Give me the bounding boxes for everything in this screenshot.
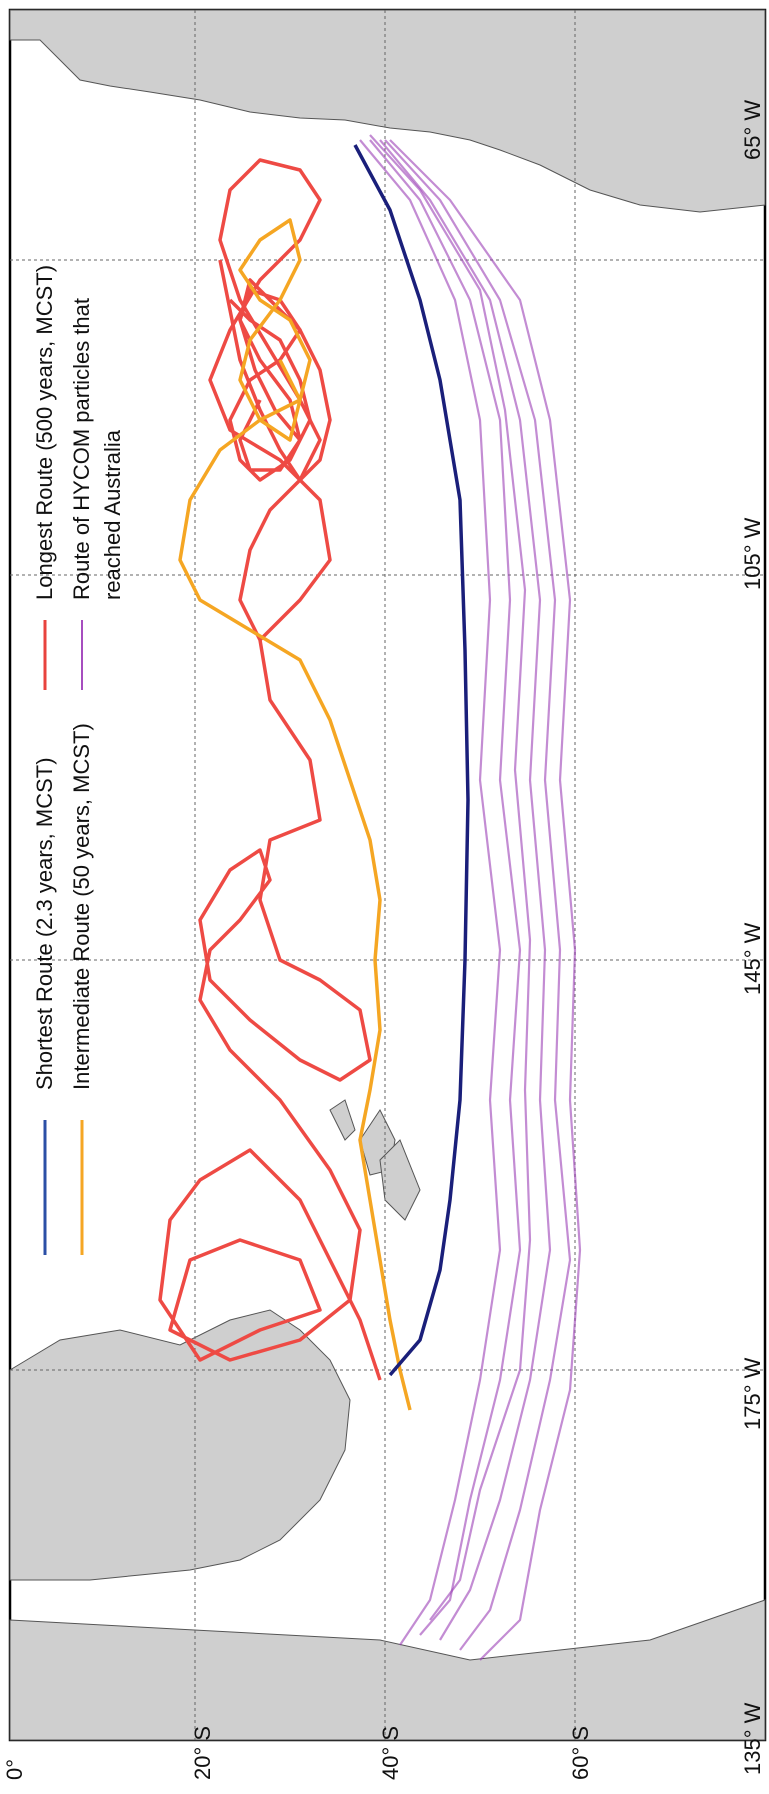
- graticule: [10, 10, 765, 1740]
- shortest-route: [353, 144, 470, 1377]
- legend-label-hycom: Route of HYCOM particles that: [69, 298, 94, 600]
- land-island-3: [329, 1099, 356, 1141]
- lat-label-0: 0°: [2, 1759, 27, 1780]
- lat-labels: 0° 20° S 40° S 60° S: [2, 1726, 593, 1780]
- land-new-zealand: [9, 1309, 351, 1581]
- land-americas: [9, 9, 766, 213]
- legend-label-longest: Longest Route (500 years, MCST): [32, 265, 57, 600]
- legend-label-hycom-cont: reached Australia: [100, 429, 125, 600]
- legend-label-shortest: Shortest Route (2.3 years, MCST): [32, 757, 57, 1090]
- land-australia: [9, 1599, 766, 1741]
- lon-label-65w: 65° W: [740, 100, 765, 160]
- legend: Shortest Route (2.3 years, MCST) Interme…: [32, 265, 125, 1255]
- lon-label-145w: 145° W: [740, 922, 765, 995]
- lat-label-60s: 60° S: [568, 1726, 593, 1780]
- land-island-2: [379, 1139, 421, 1221]
- lon-label-175w: 175° W: [740, 1357, 765, 1430]
- lat-label-20s: 20° S: [190, 1726, 215, 1780]
- lat-label-40s: 40° S: [378, 1726, 403, 1780]
- intermediate-route: [178, 218, 412, 1411]
- lon-label-105w: 105° W: [740, 517, 765, 590]
- lon-labels: 135° W 175° W 145° W 105° W 65° W: [740, 100, 765, 1775]
- legend-label-intermediate: Intermediate Route (50 years, MCST): [69, 723, 94, 1090]
- lon-label-135w: 135° W: [740, 1702, 765, 1775]
- hycom-routes: [359, 134, 582, 1661]
